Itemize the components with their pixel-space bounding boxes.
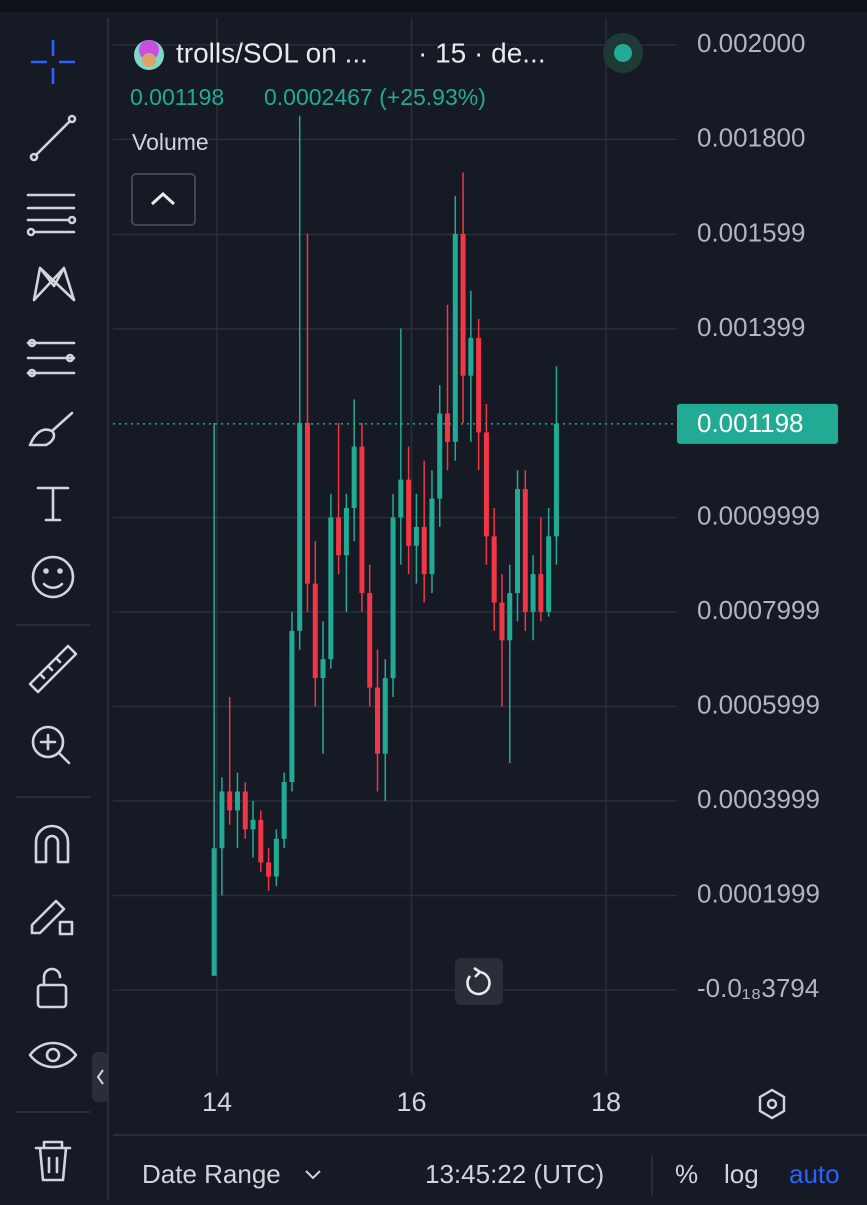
- candle-body: [359, 446, 365, 594]
- percent-toggle[interactable]: %: [675, 1159, 698, 1189]
- candle-body: [522, 489, 528, 612]
- candle-body: [227, 791, 233, 811]
- candle-body: [382, 678, 388, 754]
- candle-body: [343, 507, 349, 556]
- candle-body: [242, 791, 248, 830]
- magnet-tool[interactable]: [34, 824, 70, 864]
- last-price-badge: [677, 403, 838, 444]
- candle-body: [452, 233, 458, 442]
- candle-body: [281, 782, 287, 839]
- candle-body: [398, 479, 404, 518]
- candle-body: [406, 479, 412, 546]
- y-tick-label: 0.0001999: [697, 878, 820, 908]
- y-tick-label: 0.001399: [697, 312, 805, 342]
- candle-body: [429, 498, 435, 575]
- candle-body: [336, 517, 342, 556]
- pattern-tool[interactable]: [32, 266, 76, 302]
- collapse-legend[interactable]: [131, 173, 196, 226]
- volume-label: Volume: [132, 129, 209, 155]
- auto-toggle[interactable]: auto: [789, 1159, 840, 1189]
- zoom-tool[interactable]: [31, 725, 71, 765]
- ruler-tool[interactable]: [28, 644, 78, 694]
- emoji-tool[interactable]: [31, 555, 75, 599]
- interval[interactable]: · 15 · de...: [418, 37, 546, 68]
- candle-body: [445, 413, 451, 442]
- candle-body: [219, 791, 225, 849]
- reset-button[interactable]: [455, 958, 503, 1005]
- trend-line-tool[interactable]: [29, 114, 77, 162]
- y-tick-label: 0.0007999: [697, 595, 820, 625]
- candle-body: [289, 630, 295, 783]
- candle-body: [491, 536, 497, 603]
- symbol-title[interactable]: trolls/SOL on ...: [176, 37, 368, 68]
- price-change: 0.0002467 (+25.93%): [264, 84, 486, 110]
- y-tick-label: -0.0₁₈3794: [697, 973, 819, 1003]
- prediction-tool[interactable]: [26, 338, 76, 378]
- crosshair-tool[interactable]: [31, 40, 75, 84]
- status-dot: [614, 44, 632, 62]
- candle-body: [250, 819, 256, 830]
- y-tick-label: 0.0009999: [697, 500, 820, 530]
- candle-body: [468, 337, 474, 376]
- x-tick-label: 18: [591, 1087, 621, 1117]
- visibility-tool[interactable]: [28, 1041, 78, 1069]
- x-tick-label: 14: [202, 1087, 232, 1117]
- candle-body: [476, 337, 482, 433]
- settings-button[interactable]: [758, 1088, 786, 1120]
- candle-body: [312, 583, 318, 679]
- y-tick-label: 0.001800: [697, 122, 805, 152]
- candle-body: [437, 413, 443, 499]
- candle-body: [546, 536, 552, 612]
- candle-body: [367, 593, 373, 688]
- candle-body: [421, 526, 427, 575]
- clock[interactable]: 13:45:22 (UTC): [425, 1159, 604, 1189]
- candle-body: [258, 819, 264, 863]
- candle-body: [390, 517, 396, 679]
- candle-body: [328, 517, 334, 660]
- y-tick-label: 0.001599: [697, 217, 805, 247]
- candle-body: [538, 574, 544, 612]
- log-toggle[interactable]: log: [724, 1159, 759, 1189]
- lock-drawing-tool[interactable]: [30, 899, 74, 936]
- price-value: 0.001198: [130, 84, 224, 110]
- plot-area: [113, 18, 677, 1075]
- toolbar: [0, 18, 104, 1200]
- text-tool[interactable]: [36, 486, 70, 522]
- candle-body: [553, 423, 559, 537]
- candle-body: [234, 791, 240, 811]
- top-strip: [0, 0, 867, 12]
- candle-body: [374, 687, 380, 754]
- candle-body: [460, 233, 466, 376]
- dropdown-caret: [305, 1170, 321, 1180]
- candle-body: [413, 526, 419, 546]
- y-tick-label: 0.0005999: [697, 689, 820, 719]
- candle-body: [304, 422, 310, 584]
- y-tick-label: 0.0003999: [697, 784, 820, 814]
- candle-body: [320, 659, 326, 679]
- candle-body: [515, 489, 521, 594]
- last-price-label: 0.001198: [697, 408, 804, 438]
- candle-body: [499, 602, 505, 641]
- candle-body: [507, 593, 513, 641]
- x-tick-label: 16: [397, 1087, 427, 1117]
- collapse-toolbar[interactable]: [92, 1052, 108, 1102]
- symbol-icon: [134, 40, 164, 70]
- candle-body: [266, 862, 272, 877]
- candle-body: [351, 446, 357, 508]
- lock-tool[interactable]: [36, 967, 68, 1009]
- candle-body: [483, 432, 489, 537]
- fib-tool[interactable]: [26, 193, 77, 237]
- candle-body: [297, 422, 303, 631]
- candle-body: [530, 574, 536, 612]
- candle-body: [211, 848, 217, 976]
- delete-tool[interactable]: [34, 1140, 72, 1182]
- brush-tool[interactable]: [28, 411, 74, 447]
- candle-body: [273, 838, 279, 877]
- y-tick-label: 0.002000: [697, 28, 805, 58]
- date-range-button[interactable]: Date Range: [142, 1159, 281, 1189]
